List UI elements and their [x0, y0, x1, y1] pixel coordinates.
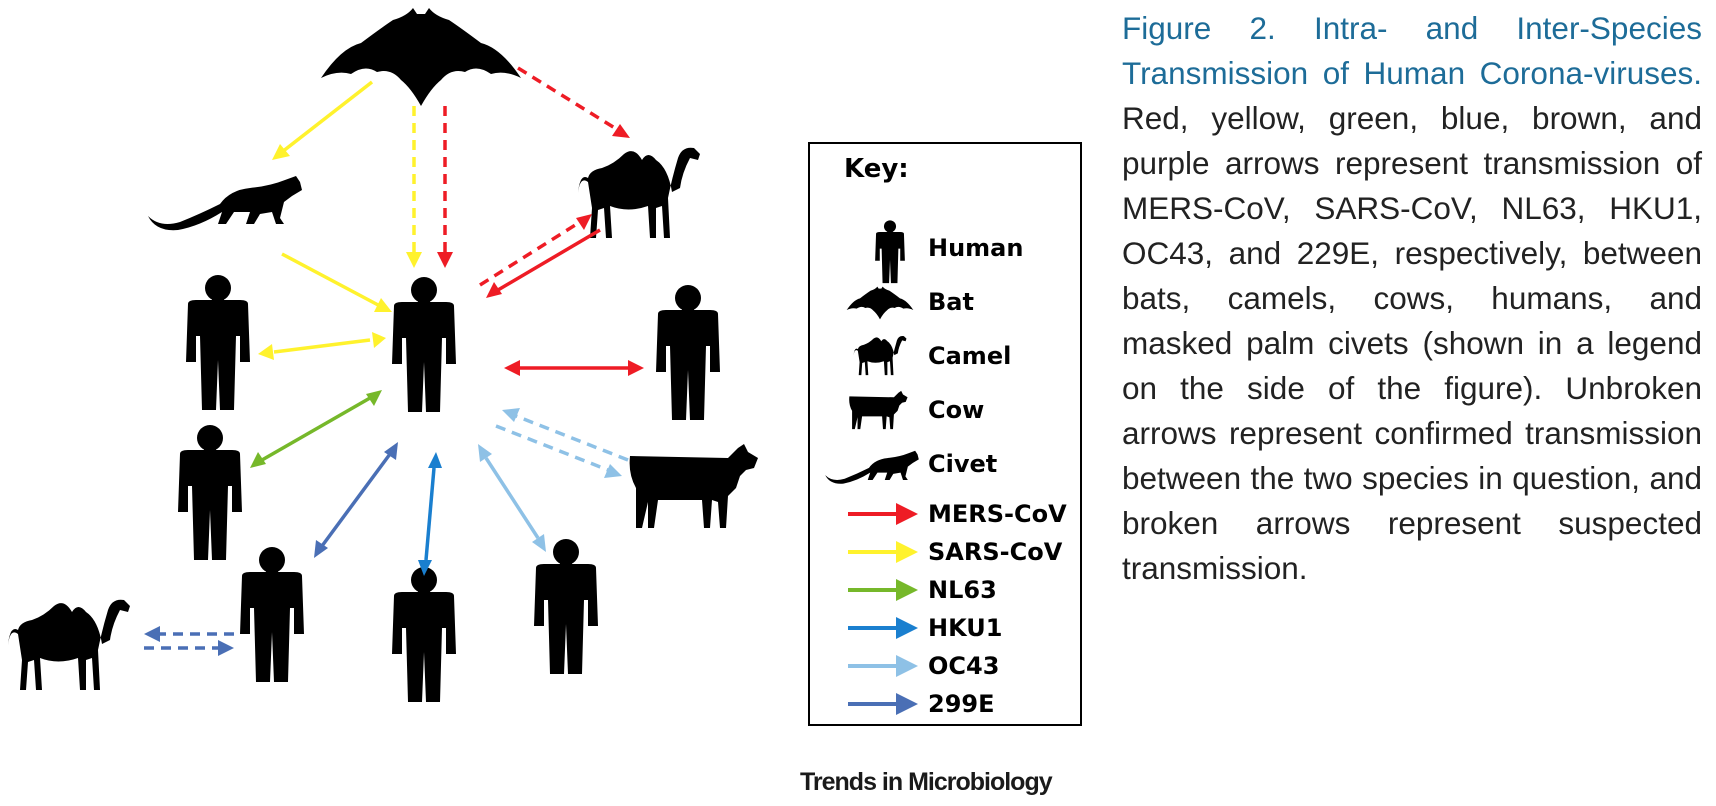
human-human-oc43-arrow: [478, 444, 546, 552]
legend-label-299e: 299E: [928, 690, 995, 718]
caption-heading: Figure 2. Intra- and Inter-Species Trans…: [1122, 10, 1702, 91]
bat-icon: [321, 8, 521, 106]
legend-box: Key: Human Bat Camel Cow Civet MERS-CoV …: [808, 142, 1082, 726]
camel-icon: [853, 335, 907, 376]
cow-to-human-oc43-dashed-arrow: [502, 408, 629, 462]
human-icon: [392, 567, 456, 702]
human-human-hku1-arrow: [418, 452, 442, 576]
legend-arrow-icon: [848, 579, 918, 601]
civet-to-human-sars-arrow: [281, 252, 392, 312]
human-to-cow-oc43-dashed-arrow: [495, 424, 622, 478]
bat-to-camel-mers-dashed-arrow: [517, 66, 630, 138]
human-human-mers-arrow: [504, 360, 644, 376]
bat-icon: [846, 286, 914, 320]
caption-body: Red, yellow, green, blue, brown, and pur…: [1122, 100, 1702, 586]
human-human-nl63-arrow: [250, 390, 382, 468]
legend-label-cow: Cow: [928, 396, 985, 424]
human-icon: [240, 547, 304, 682]
legend-label-camel: Camel: [928, 342, 1012, 370]
legend-label-civet: Civet: [928, 450, 998, 478]
legend-label-bat: Bat: [928, 288, 974, 316]
transmission-diagram: [8, 8, 758, 702]
legend-arrow-icon: [848, 655, 918, 677]
human-icon: [656, 285, 720, 420]
legend-label-mers: MERS-CoV: [928, 500, 1067, 528]
legend-arrow-icon: [848, 541, 918, 563]
legend-label-hku1: HKU1: [928, 614, 1003, 642]
human-icon: [178, 425, 242, 560]
legend-title: Key:: [844, 154, 909, 184]
figure-caption: Figure 2. Intra- and Inter-Species Trans…: [1122, 6, 1702, 591]
civet-icon: [825, 450, 919, 484]
bat-to-civet-sars-arrow: [272, 80, 374, 160]
legend-label-oc43: OC43: [928, 652, 1000, 680]
civet-icon: [148, 176, 302, 231]
human-human-sars-arrow: [258, 332, 386, 360]
bat-to-human-mers-dashed-arrow: [437, 106, 453, 268]
cow-icon: [629, 444, 758, 528]
virus-arrow-icons: [848, 503, 918, 715]
legend-label-sars: SARS-CoV: [928, 538, 1063, 566]
legend-arrow-icon: [848, 617, 918, 639]
legend-arrow-icon: [848, 503, 918, 525]
bat-to-human-sars-dashed-arrow: [406, 106, 422, 268]
camel-to-human-299e-dashed-arrow: [144, 640, 234, 656]
cow-icon: [849, 390, 908, 430]
human-icon: [534, 539, 598, 674]
human-to-camel-mers-dashed-arrow: [479, 214, 592, 287]
legend-label-nl63: NL63: [928, 576, 997, 604]
journal-name: Trends in Microbiology: [800, 768, 1053, 796]
legend-arrow-icon: [848, 693, 918, 715]
human-human-299e-arrow: [314, 442, 398, 558]
legend-label-human: Human: [928, 234, 1024, 262]
human-icon: [186, 275, 250, 410]
human-icon: [875, 220, 905, 284]
camel-to-human-mers-arrow: [486, 228, 601, 298]
camel-icon: [8, 599, 130, 690]
human-to-camel-299e-dashed-arrow: [144, 626, 234, 642]
human-icon: [392, 277, 456, 412]
camel-icon: [578, 147, 700, 238]
